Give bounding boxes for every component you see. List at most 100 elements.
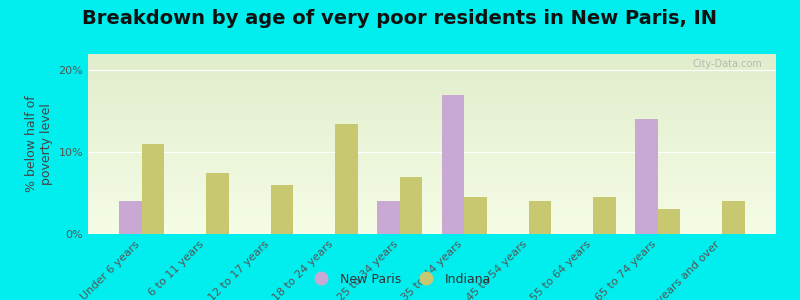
Bar — [142, 144, 165, 234]
Bar — [88, 103, 776, 104]
Bar — [88, 76, 776, 77]
Bar — [88, 112, 776, 113]
Bar — [88, 173, 776, 174]
Bar — [88, 196, 776, 197]
Bar — [88, 201, 776, 202]
Bar — [88, 81, 776, 82]
Bar — [88, 162, 776, 163]
Bar — [88, 57, 776, 58]
Bar — [88, 145, 776, 146]
Bar — [88, 175, 776, 176]
Bar — [88, 188, 776, 189]
Bar — [88, 106, 776, 107]
Bar — [88, 87, 776, 88]
Bar — [88, 142, 776, 143]
Bar — [88, 190, 776, 191]
Bar — [88, 131, 776, 132]
Bar — [88, 230, 776, 231]
Bar — [88, 132, 776, 133]
Bar — [88, 171, 776, 172]
Bar — [88, 151, 776, 152]
Bar — [88, 64, 776, 65]
Bar — [88, 149, 776, 150]
Bar — [88, 63, 776, 64]
Bar — [88, 78, 776, 79]
Bar — [88, 152, 776, 153]
Bar — [88, 212, 776, 213]
Bar — [88, 128, 776, 129]
Bar — [88, 117, 776, 118]
Bar — [442, 95, 464, 234]
Bar — [88, 141, 776, 142]
Bar — [88, 160, 776, 161]
Bar — [88, 225, 776, 226]
Bar — [88, 233, 776, 234]
Bar — [88, 86, 776, 87]
Bar — [88, 124, 776, 125]
Legend: New Paris, Indiana: New Paris, Indiana — [304, 268, 496, 291]
Bar — [593, 197, 616, 234]
Bar — [88, 169, 776, 170]
Bar — [88, 218, 776, 219]
Bar — [88, 134, 776, 135]
Bar — [88, 114, 776, 115]
Bar — [88, 219, 776, 220]
Bar — [88, 126, 776, 127]
Bar — [88, 192, 776, 193]
Bar — [88, 185, 776, 186]
Bar — [88, 184, 776, 185]
Bar — [88, 68, 776, 69]
Bar — [88, 59, 776, 60]
Bar — [88, 96, 776, 97]
Bar — [88, 182, 776, 183]
Bar — [88, 107, 776, 108]
Bar — [88, 221, 776, 222]
Bar — [88, 129, 776, 130]
Bar — [88, 164, 776, 165]
Bar — [88, 178, 776, 179]
Bar — [88, 75, 776, 76]
Bar — [88, 55, 776, 56]
Bar — [88, 181, 776, 182]
Bar — [88, 208, 776, 209]
Bar — [88, 174, 776, 175]
Bar — [88, 206, 776, 207]
Bar — [88, 180, 776, 181]
Bar — [88, 211, 776, 212]
Bar — [529, 201, 551, 234]
Text: Breakdown by age of very poor residents in New Paris, IN: Breakdown by age of very poor residents … — [82, 9, 718, 28]
Bar — [88, 91, 776, 92]
Bar — [88, 183, 776, 184]
Bar — [88, 105, 776, 106]
Bar — [88, 147, 776, 148]
Bar — [88, 202, 776, 203]
Bar — [635, 119, 658, 234]
Bar — [88, 176, 776, 177]
Bar — [88, 80, 776, 81]
Bar — [88, 71, 776, 72]
Bar — [88, 161, 776, 162]
Bar — [88, 197, 776, 198]
Bar — [88, 136, 776, 137]
Bar — [88, 155, 776, 156]
Bar — [88, 89, 776, 90]
Bar — [88, 158, 776, 159]
Bar — [88, 223, 776, 224]
Bar — [88, 204, 776, 205]
Bar — [88, 65, 776, 66]
Bar — [88, 232, 776, 233]
Bar — [88, 115, 776, 116]
Bar — [88, 62, 776, 63]
Bar — [88, 109, 776, 110]
Bar — [88, 101, 776, 102]
Bar — [88, 127, 776, 128]
Bar — [88, 214, 776, 215]
Bar — [88, 207, 776, 208]
Bar — [88, 138, 776, 139]
Bar — [88, 93, 776, 94]
Bar — [88, 157, 776, 158]
Bar — [88, 159, 776, 160]
Bar — [119, 201, 142, 234]
Bar — [88, 213, 776, 214]
Bar — [88, 229, 776, 230]
